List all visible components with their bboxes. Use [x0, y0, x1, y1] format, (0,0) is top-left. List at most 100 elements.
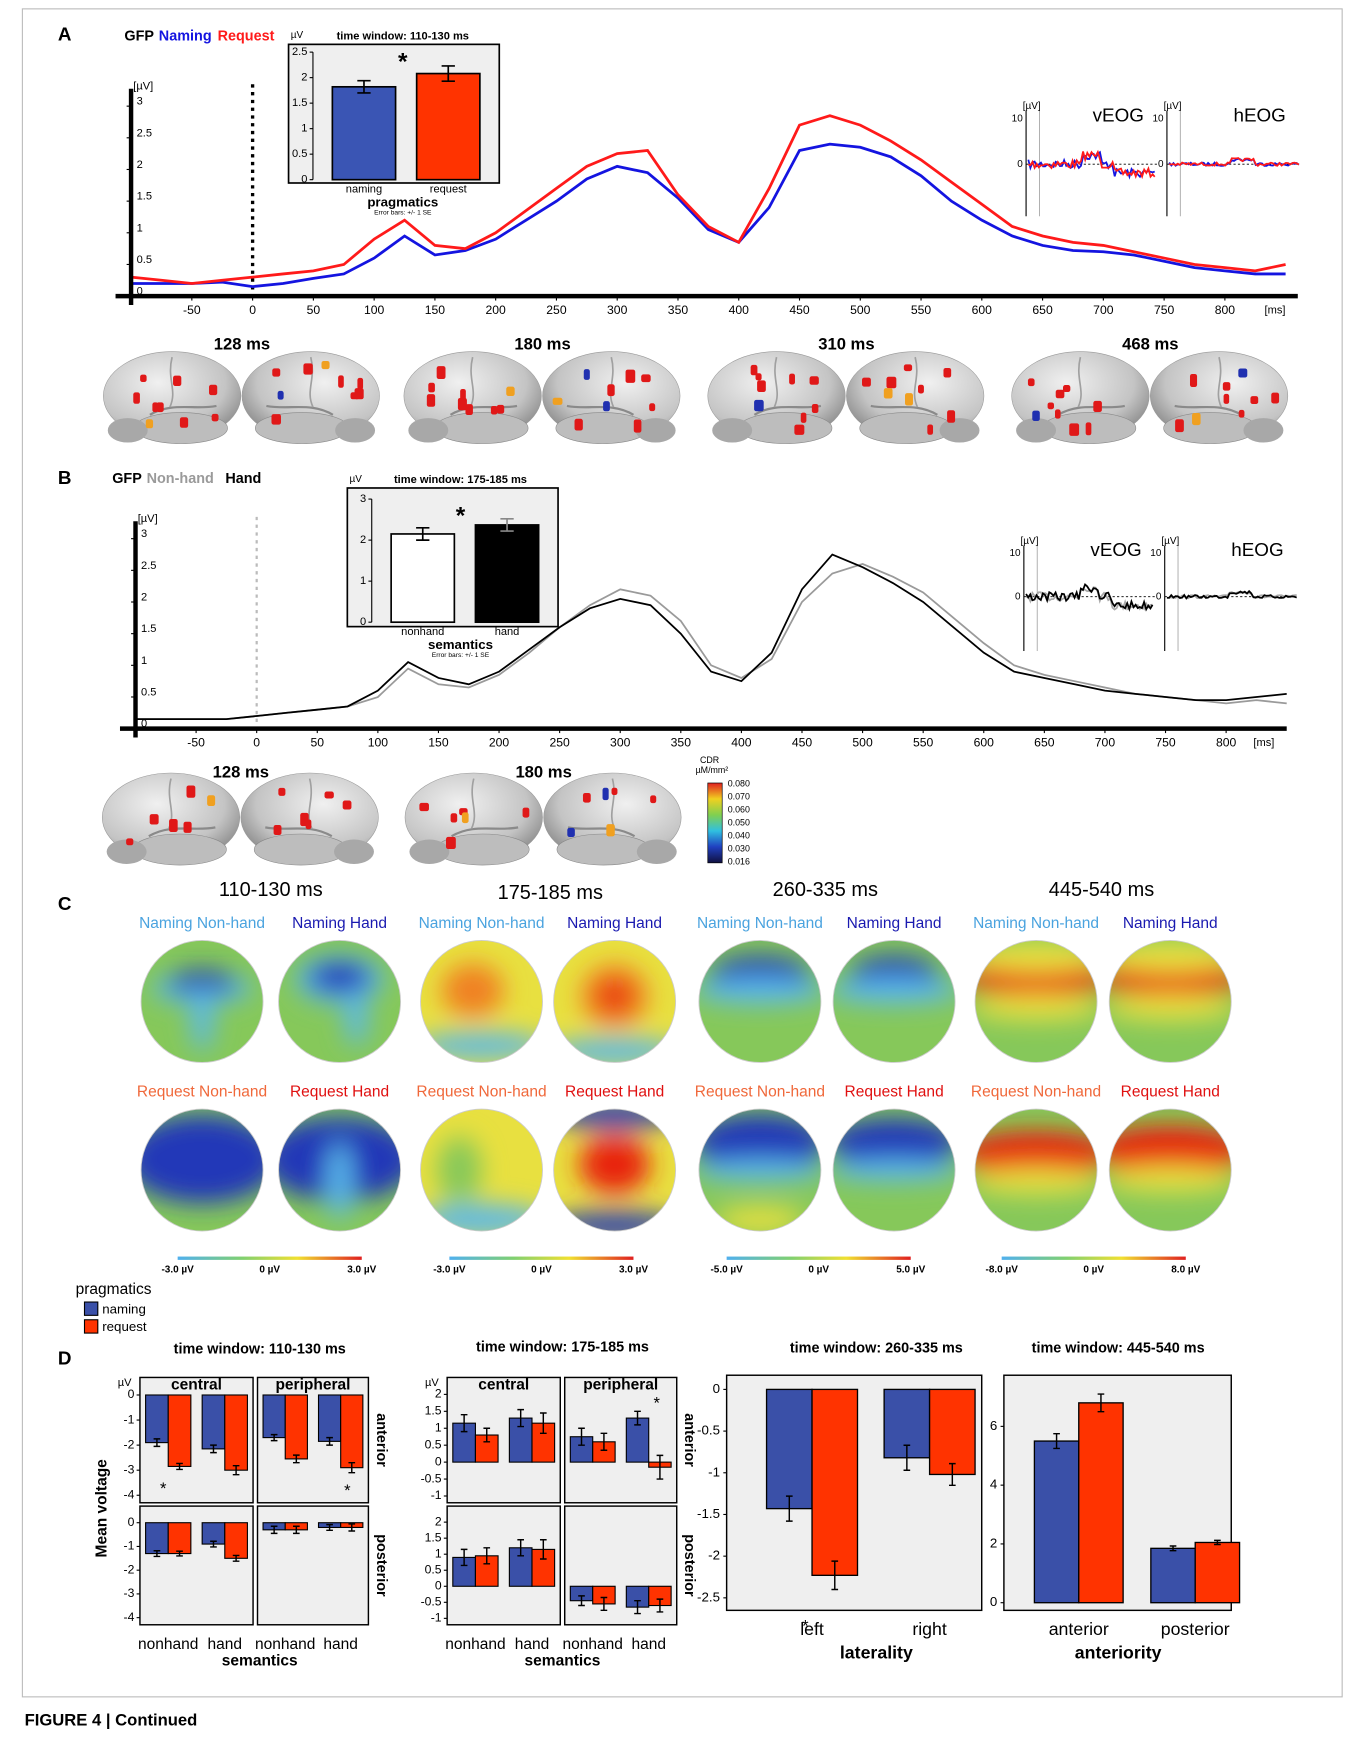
bar — [225, 1523, 248, 1559]
y-tick-label: 1 — [435, 1546, 442, 1560]
y-tick-label: -1 — [124, 1412, 135, 1426]
time-window: 175-185 ms — [498, 882, 603, 904]
map-blob — [579, 1136, 650, 1194]
activation — [607, 384, 614, 396]
topomap — [277, 939, 401, 1063]
activation — [465, 404, 472, 415]
bar — [812, 1389, 857, 1575]
bar — [225, 1395, 248, 1470]
brain-render — [241, 773, 379, 865]
map-label: Request Hand — [1121, 1084, 1220, 1101]
map-blobs — [262, 1117, 417, 1220]
map-blob — [442, 964, 504, 1017]
y-tick-label: 1 — [137, 222, 143, 234]
topomap — [548, 1101, 681, 1239]
scale-label: -3.0 µV — [433, 1265, 466, 1276]
activation — [1238, 368, 1247, 377]
x-tick-label: 650 — [1032, 303, 1053, 317]
x-tick-label: 800 — [1216, 735, 1237, 749]
activation — [1250, 396, 1258, 404]
y-tick-label: -0.5 — [697, 1423, 720, 1438]
legend-title: GFP — [124, 28, 154, 44]
map-blobs — [1093, 1126, 1248, 1193]
map-label: Naming Hand — [1123, 915, 1218, 932]
activation — [634, 419, 642, 432]
significance: * — [456, 502, 466, 529]
eog-name: vEOG — [1093, 104, 1144, 125]
map-blob — [970, 942, 1103, 973]
note: Error bars: +/- 1 SE — [374, 210, 432, 217]
scale-label: 0 µV — [259, 1265, 280, 1276]
brain-render — [846, 352, 984, 444]
scale-label: 5.0 µV — [896, 1265, 925, 1276]
x-label: semantics — [428, 637, 493, 652]
activation — [603, 788, 609, 800]
activation — [812, 404, 819, 413]
brain-render — [102, 773, 240, 865]
map-blob — [693, 977, 826, 1004]
category-label: anterior — [1049, 1619, 1109, 1639]
y-tick-label: 0.5 — [292, 148, 307, 160]
scale-label: 0 µV — [808, 1265, 829, 1276]
x-tick-label: 200 — [486, 303, 507, 317]
brain-render — [242, 352, 380, 444]
y-tick-label: 0.5 — [137, 254, 152, 266]
eog-tick: 0 — [1015, 591, 1021, 602]
activation — [491, 406, 498, 414]
bar — [475, 525, 538, 622]
activation — [1056, 390, 1065, 399]
x-tick-label: 350 — [671, 735, 692, 749]
bar — [168, 1523, 191, 1554]
eog-unit: [µV] — [1023, 101, 1041, 112]
temporal-lobe — [254, 834, 347, 865]
legend-entry: request — [102, 1319, 147, 1334]
y-tick-label: 2 — [990, 1535, 997, 1550]
activation — [133, 392, 140, 403]
map-blob — [415, 1033, 548, 1060]
row-label: anterior — [681, 1413, 697, 1467]
scale-label: 3.0 µV — [619, 1265, 648, 1276]
scale-label: 8.0 µV — [1171, 1265, 1200, 1276]
category-label: nonhand — [138, 1636, 198, 1653]
scale-bar — [449, 1257, 633, 1260]
significance: * — [398, 49, 408, 76]
activation — [1224, 394, 1230, 404]
map-blob — [828, 977, 961, 1004]
column-label: central — [171, 1376, 222, 1393]
legend-entry: Request — [218, 28, 275, 44]
topomap — [262, 1108, 417, 1232]
topomap — [958, 939, 1113, 1063]
topomap — [415, 1108, 548, 1236]
y-unit: µV — [118, 1377, 132, 1389]
y-tick-label: 1 — [360, 575, 366, 587]
eog-tick: 10 — [1009, 548, 1021, 559]
chart-title: time window: 175-185 ms — [476, 1339, 649, 1355]
y-tick-label: -2 — [124, 1562, 135, 1576]
y-tick-label: 0.5 — [425, 1562, 442, 1576]
bar — [319, 1395, 341, 1441]
activation — [1239, 410, 1245, 418]
activation — [1086, 422, 1092, 435]
map-blob — [437, 1137, 481, 1204]
activation — [1069, 423, 1079, 436]
cerebellum — [1016, 418, 1056, 442]
x-tick-label: 100 — [364, 303, 385, 317]
temporal-lobe — [557, 834, 650, 865]
category-label: hand — [515, 1636, 550, 1653]
category-label: nonhand — [563, 1636, 623, 1653]
brain-render — [405, 773, 543, 865]
cerebellum — [335, 418, 375, 442]
eog-tick: 10 — [1150, 548, 1162, 559]
topomap — [828, 1108, 961, 1232]
chart-title: time window: 260-335 ms — [790, 1340, 963, 1356]
scale-label: -5.0 µV — [710, 1265, 743, 1276]
page: {"figure":{"panel_labels":["A","B","C","… — [0, 0, 1359, 1739]
map-blob — [326, 1142, 353, 1220]
x-tick-label: 250 — [546, 303, 567, 317]
eog-trace — [1026, 584, 1152, 609]
activation — [146, 419, 153, 428]
bar — [332, 87, 395, 180]
topomap — [415, 939, 548, 1063]
colorbar-title: CDR — [700, 755, 719, 765]
y-tick-label: 0 — [128, 1387, 135, 1401]
